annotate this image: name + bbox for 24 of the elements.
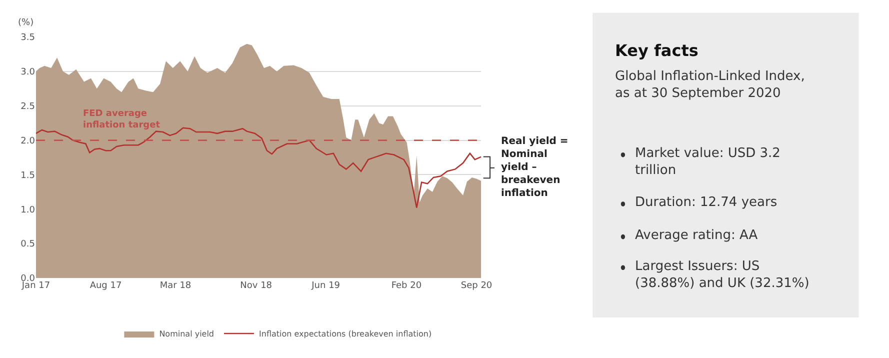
text: Key facts: [615, 41, 698, 60]
legend-label: Nominal yield: [159, 330, 214, 339]
y-tick-label: 2.5: [20, 102, 35, 112]
x-tick-label: Sep 20: [460, 281, 492, 291]
y-tick-label: 0.5: [20, 240, 35, 250]
y-axis-title: (%): [18, 18, 34, 28]
x-tick-label: Mar 18: [160, 281, 192, 291]
text: Average rating: AA: [635, 228, 758, 243]
y-tick-label: 2.0: [20, 136, 36, 146]
x-tick-label: Aug 17: [90, 281, 122, 291]
text: Global Inflation-Linked Index, as at 30 September 2020: [615, 69, 805, 101]
annotation: FED average inflation target: [83, 109, 161, 131]
text: Duration: 12.74 years: [635, 195, 778, 210]
y-tick-label: 1.0: [20, 205, 36, 216]
y-tick-label: 3.5: [20, 33, 35, 44]
text: Largest Issuers: US (38.88%) and UK (32.31%): [635, 259, 810, 291]
x-tick-label: Nov 18: [240, 281, 272, 291]
text: Market value: USD 3.2 trillion: [635, 146, 780, 178]
text: Real yield = Nominal yield – breakeven inflation: [501, 136, 568, 199]
x-tick-label: Feb 20: [391, 281, 422, 291]
x-tick-label: Jun 19: [310, 281, 340, 291]
y-tick-label: 3.0: [20, 68, 36, 78]
y-tick-label: 1.5: [20, 170, 35, 181]
legend-label: Inflation expectations (breakeven inflation): [259, 330, 432, 339]
